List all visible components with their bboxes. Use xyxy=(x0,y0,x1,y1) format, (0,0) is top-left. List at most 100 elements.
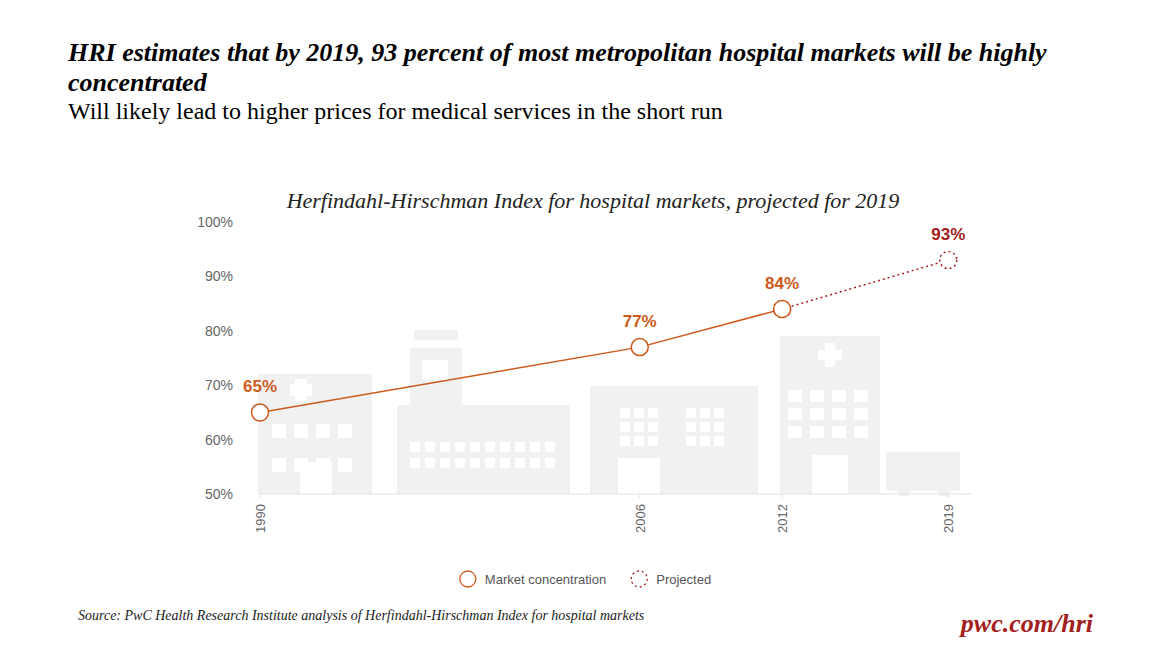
data-labels: 93% 65% 77% 84% xyxy=(243,225,965,396)
background-buildings xyxy=(258,330,960,497)
window xyxy=(425,442,435,452)
helicopter xyxy=(414,330,458,340)
window xyxy=(854,408,868,420)
window xyxy=(272,424,286,438)
y-tick xyxy=(256,222,258,223)
subtitle: Will likely lead to higher prices for me… xyxy=(68,98,723,125)
data-label: 84% xyxy=(765,274,799,293)
window xyxy=(686,436,696,446)
y-tick-label: 70% xyxy=(205,377,233,393)
point-marker xyxy=(631,339,648,356)
wheel xyxy=(937,483,951,497)
point-marker xyxy=(774,301,791,318)
window xyxy=(530,458,540,468)
legend-label: Projected xyxy=(656,572,711,587)
window xyxy=(440,442,450,452)
legend-marker xyxy=(631,571,647,587)
legend-marker xyxy=(460,571,476,587)
window xyxy=(545,458,555,468)
window xyxy=(686,422,696,432)
window xyxy=(648,436,658,446)
window xyxy=(810,408,824,420)
window xyxy=(620,408,630,418)
y-tick-label: 50% xyxy=(205,486,233,502)
data-group xyxy=(252,252,957,421)
y-tick xyxy=(256,330,258,331)
window xyxy=(338,424,352,438)
window xyxy=(700,408,710,418)
window xyxy=(455,458,465,468)
window xyxy=(338,458,352,472)
window xyxy=(440,458,450,468)
legend-label: Market concentration xyxy=(485,572,606,587)
building xyxy=(780,336,880,494)
window xyxy=(634,422,644,432)
window xyxy=(810,426,824,438)
y-tick-label: 90% xyxy=(205,268,233,284)
door xyxy=(300,462,332,494)
x-tick-label: 1990 xyxy=(253,504,268,533)
chart: Herfindahl-Hirschman Index for hospital … xyxy=(0,0,1170,658)
window xyxy=(686,408,696,418)
y-tick-label: 100% xyxy=(197,214,233,230)
window xyxy=(810,390,824,402)
x-tick xyxy=(782,494,783,498)
series-line xyxy=(782,260,948,309)
window xyxy=(832,390,846,402)
window xyxy=(410,458,420,468)
data-label: 93% xyxy=(931,225,965,244)
window xyxy=(714,436,724,446)
cross xyxy=(825,343,835,367)
tower xyxy=(410,348,462,405)
sign xyxy=(422,360,448,380)
window xyxy=(620,436,630,446)
window xyxy=(272,458,286,472)
ambulance xyxy=(886,452,960,490)
window xyxy=(530,442,540,452)
window xyxy=(470,458,480,468)
page: HRI estimates that by 2019, 93 percent o… xyxy=(0,0,1170,658)
point-marker xyxy=(774,301,791,318)
series-line xyxy=(260,309,782,412)
window xyxy=(500,458,510,468)
headline: HRI estimates that by 2019, 93 percent o… xyxy=(68,38,1078,98)
source: Source: PwC Health Research Institute an… xyxy=(78,608,645,623)
data-label: 77% xyxy=(623,312,657,331)
x-tick xyxy=(260,494,261,498)
door xyxy=(618,458,660,494)
window xyxy=(700,422,710,432)
window xyxy=(410,442,420,452)
y-tick-label: 80% xyxy=(205,323,233,339)
window xyxy=(634,408,644,418)
x-tick xyxy=(639,494,640,498)
window xyxy=(515,442,525,452)
window xyxy=(700,436,710,446)
window xyxy=(788,426,802,438)
window xyxy=(854,426,868,438)
x-tick-label: 2012 xyxy=(775,504,790,533)
window xyxy=(545,442,555,452)
y-tick xyxy=(256,494,258,495)
window xyxy=(648,408,658,418)
window xyxy=(470,442,480,452)
wheel xyxy=(897,483,911,497)
data-label: 65% xyxy=(243,377,277,396)
window xyxy=(485,442,495,452)
window xyxy=(634,436,644,446)
window xyxy=(294,424,308,438)
legend: Market concentration Projected xyxy=(460,571,711,587)
window xyxy=(832,408,846,420)
building xyxy=(590,386,758,494)
window xyxy=(648,422,658,432)
window xyxy=(620,422,630,432)
footer-brand: pwc.com/hri xyxy=(959,609,1094,638)
x-tick-label: 2019 xyxy=(941,504,956,533)
window xyxy=(455,442,465,452)
window xyxy=(316,424,330,438)
y-tick xyxy=(256,276,258,277)
point-marker xyxy=(252,404,269,421)
x-tick xyxy=(948,494,949,498)
x-tick-label: 2006 xyxy=(633,504,648,533)
point-marker xyxy=(940,252,957,269)
window xyxy=(425,458,435,468)
